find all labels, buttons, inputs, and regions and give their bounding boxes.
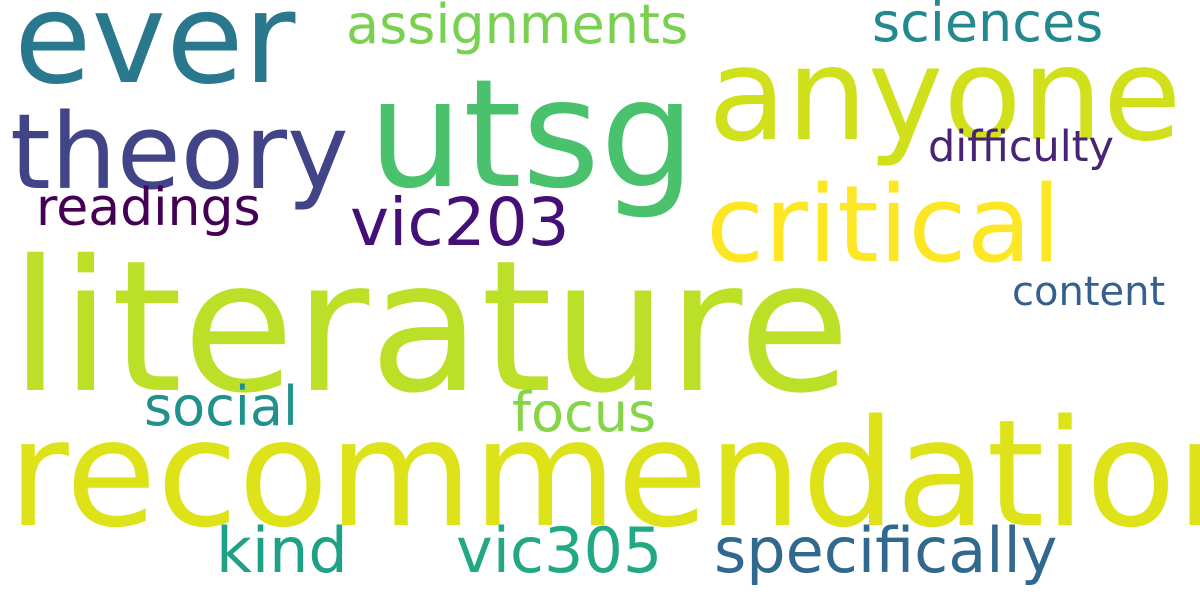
word-anyone: anyone	[708, 21, 1182, 170]
word-readings: readings	[36, 178, 261, 238]
word-social: social	[144, 375, 298, 438]
word-content: content	[1012, 269, 1166, 315]
word-critical: critical	[706, 163, 1062, 286]
word-ever: ever	[14, 0, 296, 112]
word-assignments: assignments	[346, 0, 689, 56]
word-specifically: specifically	[714, 514, 1058, 587]
word-vic203: vic203	[350, 184, 570, 261]
word-kind: kind	[216, 514, 348, 587]
word-recommendation: recommendation	[8, 388, 1200, 560]
word-sciences: sciences	[872, 0, 1104, 54]
word-literature: literature	[10, 221, 851, 433]
word-vic305: vic305	[456, 514, 663, 587]
word-focus: focus	[512, 381, 657, 444]
word-utsg: utsg	[368, 48, 696, 222]
word-difficulty: difficulty	[928, 122, 1114, 172]
word-theory: theory	[10, 91, 349, 213]
